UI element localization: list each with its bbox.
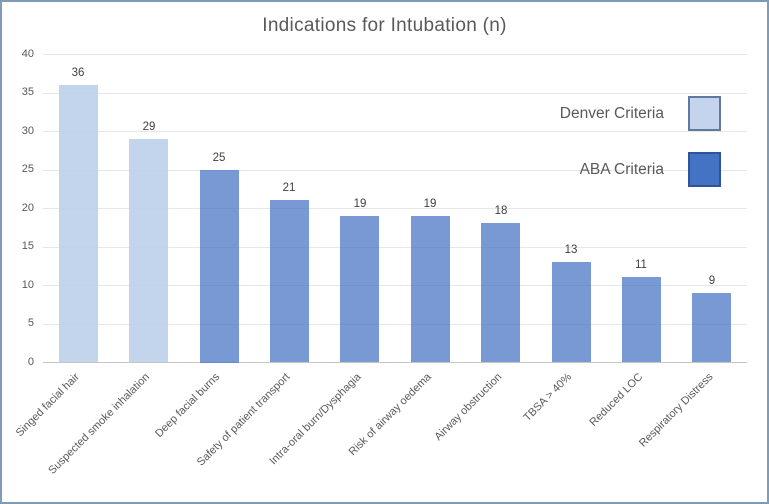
bar-value-label: 13	[564, 244, 578, 256]
y-tick-label: 20	[21, 202, 34, 214]
bar	[59, 85, 98, 362]
gridline	[43, 170, 747, 171]
legend-swatch	[688, 152, 721, 187]
gridline	[43, 93, 747, 94]
bar	[129, 139, 168, 362]
y-tick-label: 30	[21, 125, 34, 137]
bar	[340, 216, 379, 362]
bar-value-label: 9	[708, 275, 716, 287]
x-axis-category-label: Singed facial hair	[13, 371, 82, 440]
bar	[692, 293, 731, 362]
bar-value-label: 18	[494, 205, 508, 217]
gridline	[43, 54, 747, 55]
legend-entry: Denver Criteria	[560, 96, 721, 131]
x-axis-line	[43, 362, 747, 363]
bar-value-label: 36	[71, 67, 85, 79]
legend-label: Denver Criteria	[559, 104, 664, 122]
bar-value-label: 25	[212, 152, 226, 164]
bar	[411, 216, 450, 362]
gridline	[43, 247, 747, 248]
y-tick-label: 10	[21, 279, 34, 291]
legend: Denver Criteria ABA Criteria	[560, 96, 721, 187]
y-tick-label: 40	[21, 48, 34, 60]
bar	[481, 223, 520, 362]
y-tick-label: 35	[21, 86, 34, 98]
x-axis-category-label: Respiratory Distress	[636, 371, 716, 450]
gridline	[43, 131, 747, 132]
bar-value-label: 19	[353, 198, 367, 210]
x-axis-category-label: Deep facial burns	[153, 371, 223, 441]
bar-value-label: 19	[423, 198, 437, 210]
gridline	[43, 208, 747, 209]
bar-value-label: 11	[635, 259, 647, 271]
bar-value-label: 21	[282, 182, 296, 194]
y-tick-label: 15	[21, 240, 34, 252]
x-axis-category-label: Reduced LOC	[587, 371, 645, 429]
x-axis-category-label: TBSA > 40%	[521, 371, 575, 424]
bar-value-label: 29	[142, 121, 156, 133]
gridline	[43, 324, 747, 325]
y-tick-label: 0	[27, 356, 34, 368]
bar	[200, 170, 239, 363]
legend-entry: ABA Criteria	[580, 152, 721, 187]
x-axis-category-label: Airway obstruction	[432, 371, 505, 444]
gridline	[43, 285, 747, 286]
bar	[622, 277, 661, 362]
bar	[270, 200, 309, 362]
chart-title: Indications for Intubation (n)	[262, 15, 507, 36]
legend-label: ABA Criteria	[579, 160, 664, 178]
y-tick-label: 25	[21, 163, 34, 175]
bar	[552, 262, 591, 362]
x-axis-category-label: Risk of airway oedema	[346, 371, 434, 459]
legend-swatch	[688, 96, 721, 131]
y-tick-label: 5	[27, 317, 34, 329]
